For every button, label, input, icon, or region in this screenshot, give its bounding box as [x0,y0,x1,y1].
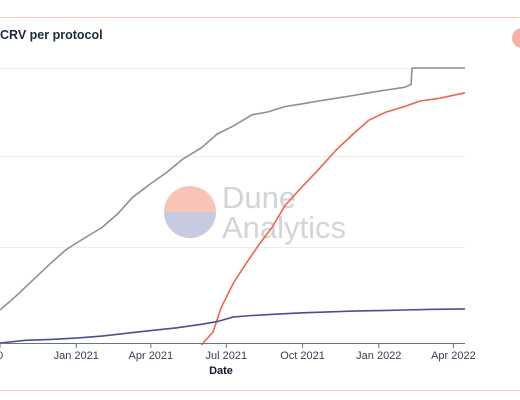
x-tick-label: Apr 2021 [129,350,174,362]
x-tick-label: 0 [0,350,3,362]
chart-card [0,17,520,391]
series-line-1 [200,92,466,346]
x-tick-label: Oct 2021 [280,350,325,362]
x-tick-label: Jan 2022 [356,350,401,362]
chart-title: CRV per protocol [0,28,103,42]
series-group [0,67,466,346]
dune-analytics-watermark: Dune Analytics [164,180,346,245]
series-line-2 [0,308,466,344]
x-tick-label: Apr 2022 [431,350,476,362]
watermark-logo-bottom [164,212,216,238]
x-axis-title: Date [209,365,233,377]
x-tick-labels: 0 Jan 2021 Apr 2021 Jul 2021 Oct 2021 Jan 202… [0,343,476,362]
watermark-line2: Analytics [222,210,346,245]
gridlines [0,68,465,248]
x-tick-label: Jul 2021 [205,350,247,362]
series-line-0 [0,67,465,311]
x-tick-label: Jan 2021 [54,350,99,362]
legend-marker[interactable] [512,28,520,48]
